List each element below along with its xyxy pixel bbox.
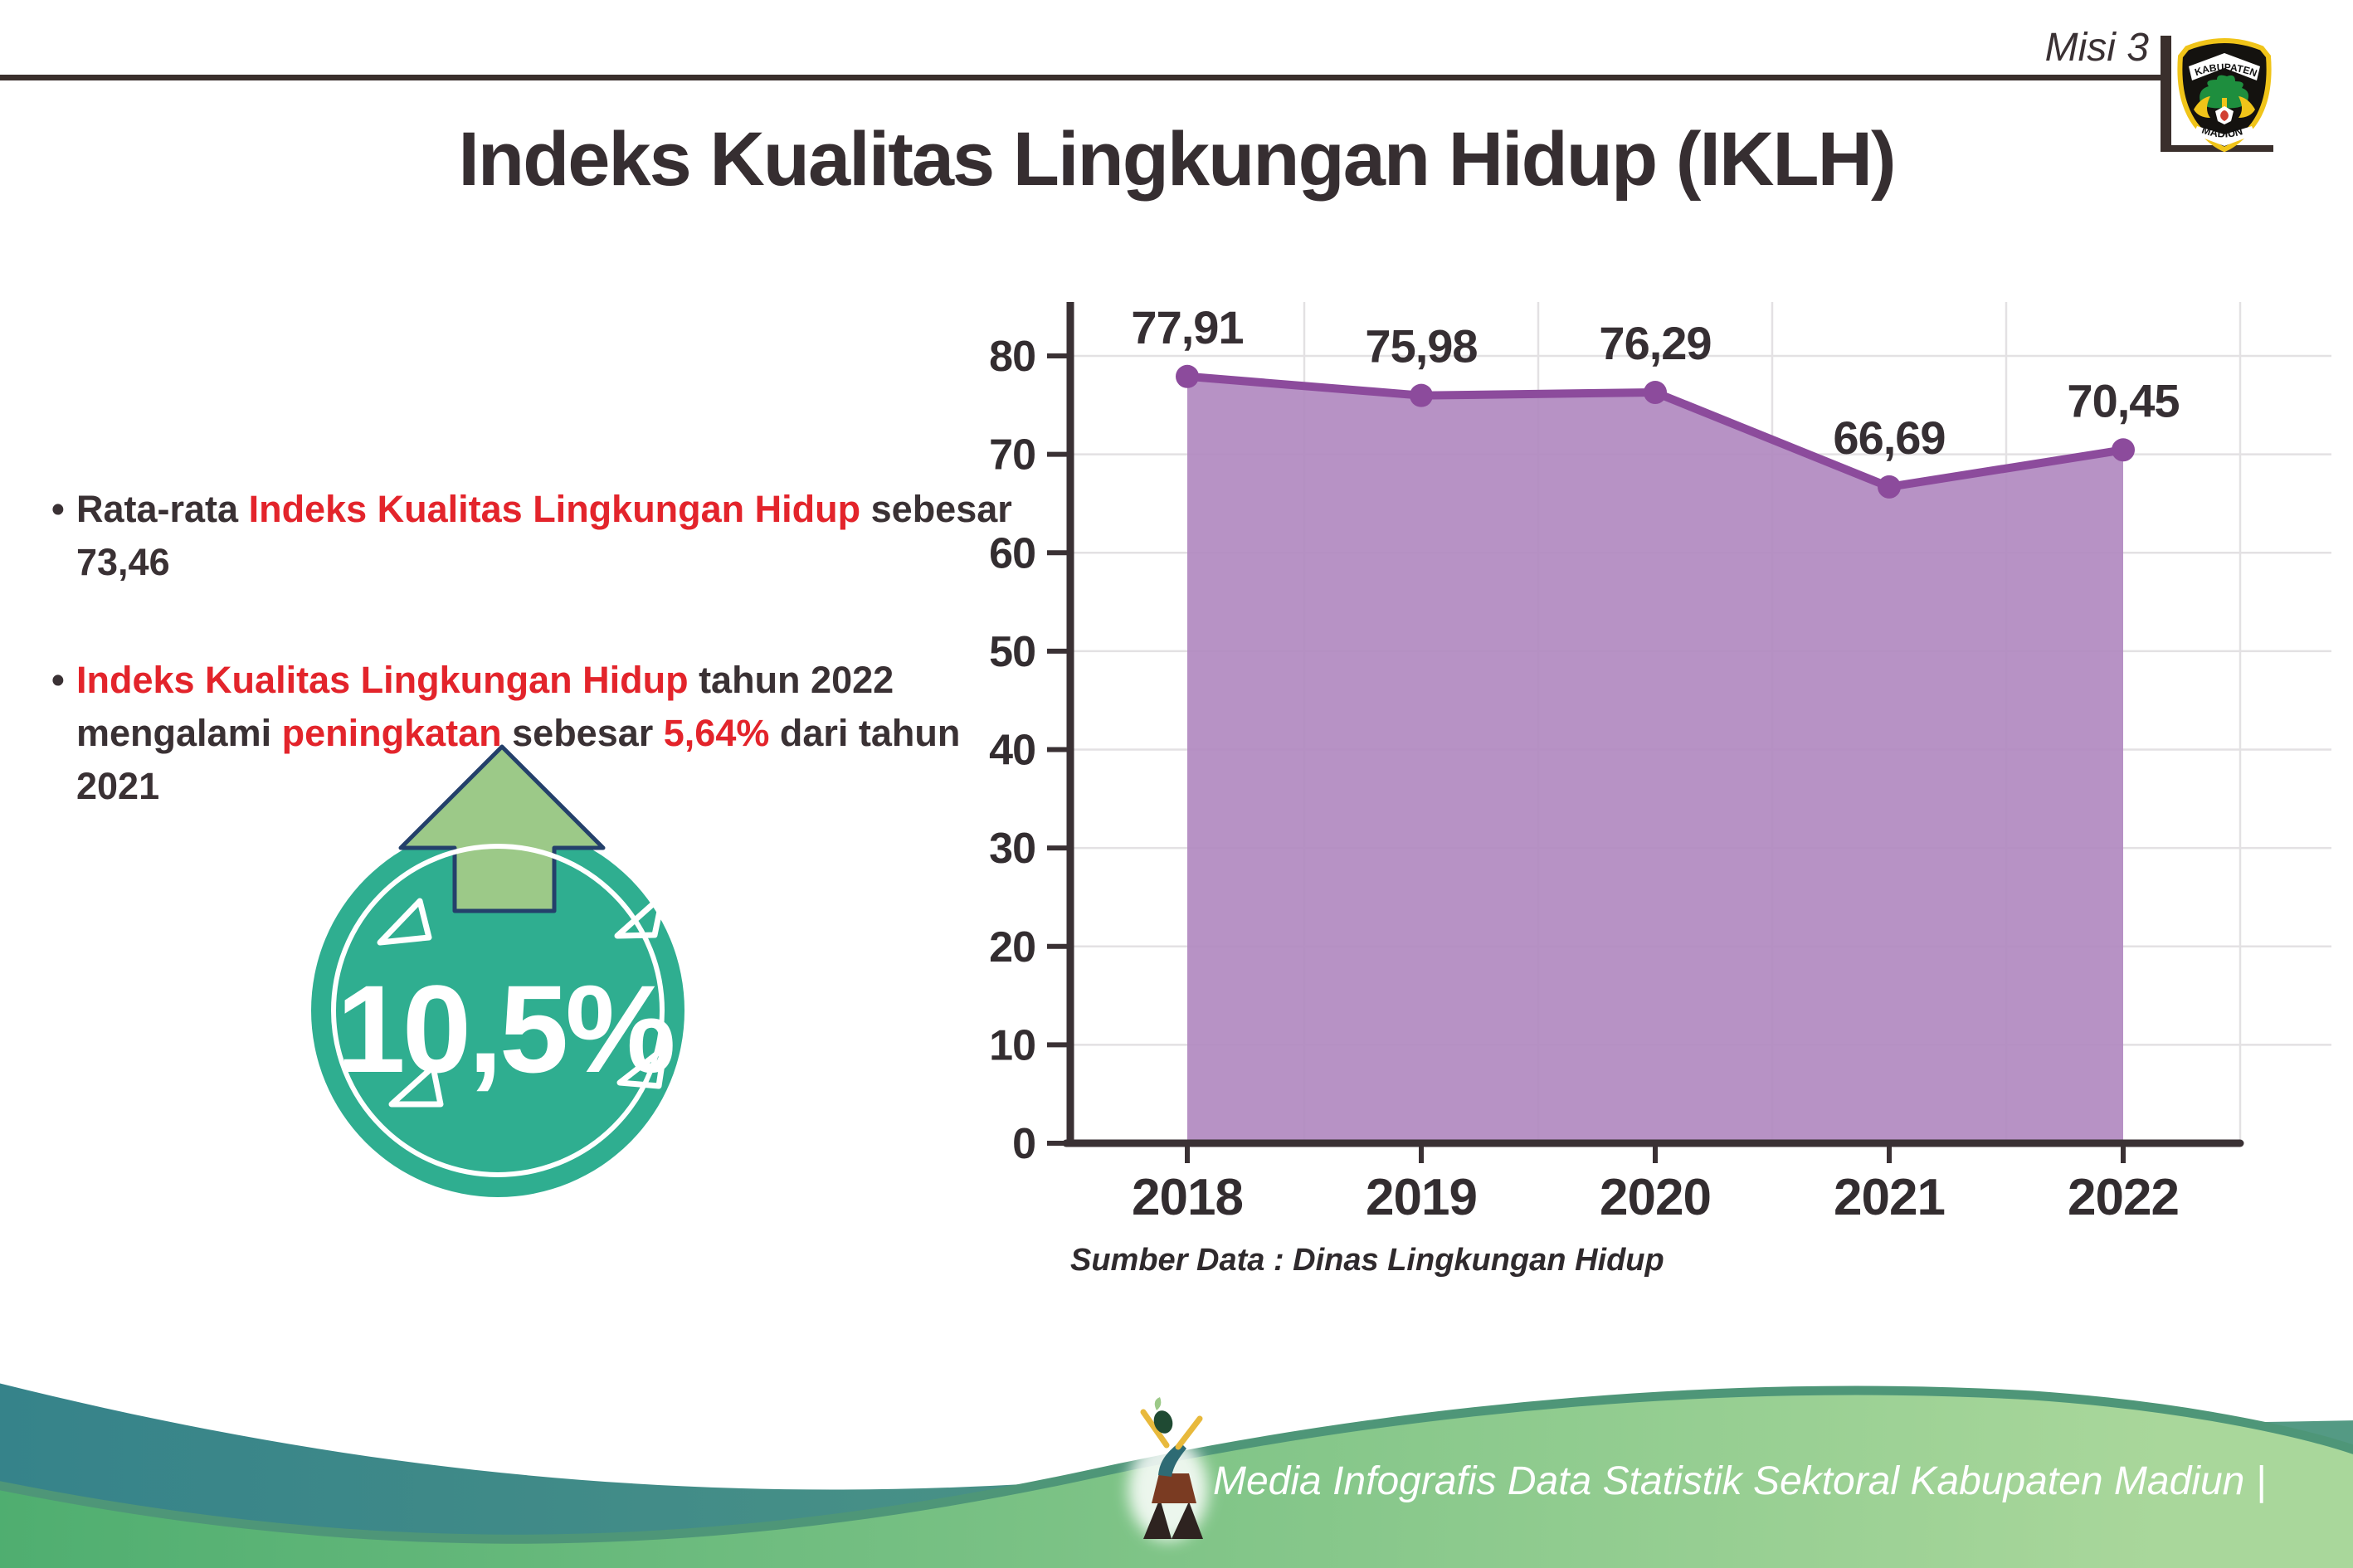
- chart-point: [2112, 438, 2135, 462]
- chart-x-label: 2018: [1132, 1169, 1243, 1226]
- crest-top-band: [2189, 53, 2260, 80]
- chart-x-label: 2019: [1366, 1169, 1477, 1226]
- chart-x-label: 2022: [2068, 1169, 2179, 1226]
- chart-y-label: 10: [989, 1021, 1035, 1069]
- burst-bottom-right: [616, 1045, 668, 1089]
- chart-point: [1410, 383, 1433, 407]
- chart-x-label: 2021: [1834, 1169, 1945, 1226]
- mascot-leaf: [1154, 1397, 1162, 1410]
- bullet-dot: •: [51, 488, 65, 530]
- crest-wing-left: [2194, 96, 2210, 118]
- text-segment: Indeks Kualitas Lingkungan Hidup: [248, 488, 861, 530]
- bullet-average-iklh: • Rata-rata Indeks Kualitas Lingkungan Hi…: [51, 483, 1030, 589]
- logo-bracket-horizontal: [2161, 145, 2273, 152]
- chart-y-label: 40: [989, 727, 1035, 775]
- chart-y-label: 80: [989, 333, 1035, 381]
- text-segment: Rata-rata: [76, 488, 249, 530]
- text-segment: Indeks Kualitas Lingkungan Hidup: [76, 659, 689, 701]
- chart-plot: 0 10 20 30 40 50 60 70 80 2018 77,91 2019 75,98 2020 7…: [989, 301, 2331, 1226]
- logo-bracket-vertical: [2161, 36, 2171, 152]
- text-segment: sebesar 73,46: [76, 488, 1012, 583]
- bullet-text: Indeks Kualitas Lingkungan Hidup tahun 2…: [76, 659, 960, 807]
- chart-point: [1644, 381, 1667, 405]
- crest-icon: KABUPATEN MADIUN: [2177, 38, 2272, 153]
- mascot-skirt: [1152, 1473, 1196, 1503]
- misi-label: Misi 3: [2044, 26, 2149, 70]
- badge-burst-marks: [377, 892, 668, 1108]
- burst-bottom-left: [388, 1064, 444, 1108]
- bullet-text: Rata-rata Indeks Kualitas Lingkungan Hid…: [76, 488, 1012, 583]
- source-note: Sumber Data : Dinas Lingkungan Hidup: [1070, 1243, 1664, 1278]
- chart-y-label: 50: [989, 628, 1035, 676]
- badge-inner-ring: [331, 844, 665, 1177]
- chart-point: [1878, 475, 1901, 499]
- mascot-icon: [1128, 1397, 1208, 1541]
- crest-wing-right: [2239, 96, 2255, 118]
- chart-y-label: 70: [989, 431, 1035, 480]
- page-title: Indeks Kualitas Lingkungan Hidup (IKLH): [458, 117, 1896, 202]
- text-segment: peningkatan: [281, 711, 502, 754]
- mascot-arm-right: [1175, 1415, 1203, 1450]
- crest-tree: [2200, 75, 2248, 109]
- chart-y-label: 30: [989, 825, 1035, 873]
- chart-data-label: 76,29: [1599, 317, 1711, 369]
- top-rule: [0, 75, 2161, 80]
- chart-y-label: 60: [989, 529, 1035, 577]
- chart-data-label: 70,45: [2067, 374, 2179, 426]
- chart-y-label: 20: [989, 923, 1035, 971]
- mascot-leg-left: [1143, 1498, 1172, 1539]
- mascot-arm-left: [1140, 1409, 1170, 1449]
- crest-bottom-text: MADIUN: [2200, 124, 2244, 140]
- crest-flame: [2220, 110, 2229, 121]
- text-segment: 5,64%: [663, 711, 770, 754]
- mascot-head: [1153, 1410, 1173, 1434]
- chart-y-label: 0: [1012, 1120, 1035, 1168]
- crest-bottom-ribbon: [2194, 126, 2255, 146]
- text-segment: tahun 2022 mengalami: [76, 659, 894, 754]
- bullet-increase-iklh: • Indeks Kualitas Lingkungan Hidup tahun …: [51, 654, 1030, 813]
- chart-data-label: 66,69: [1833, 411, 1945, 464]
- chart-data-label: 77,91: [1131, 301, 1243, 353]
- chart-data-label: 75,98: [1365, 320, 1477, 373]
- chart-point: [1176, 364, 1199, 388]
- text-segment: sebesar: [501, 711, 664, 754]
- badge-value: 10,5%: [336, 959, 673, 1098]
- text-segment: dari tahun 2021: [76, 711, 961, 807]
- mascot-leg-right: [1172, 1502, 1203, 1539]
- burst-top-left: [377, 898, 432, 946]
- bullet-dot: •: [51, 659, 65, 701]
- chart-x-label: 2020: [1600, 1169, 1711, 1226]
- burst-top-right: [614, 892, 666, 939]
- chart-area: [1187, 376, 2123, 1141]
- arrow-up-icon: [398, 744, 606, 913]
- footer-credit: Media Infografis Data Statistik Sektoral…: [1213, 1459, 2267, 1503]
- mascot-torso: [1158, 1442, 1186, 1477]
